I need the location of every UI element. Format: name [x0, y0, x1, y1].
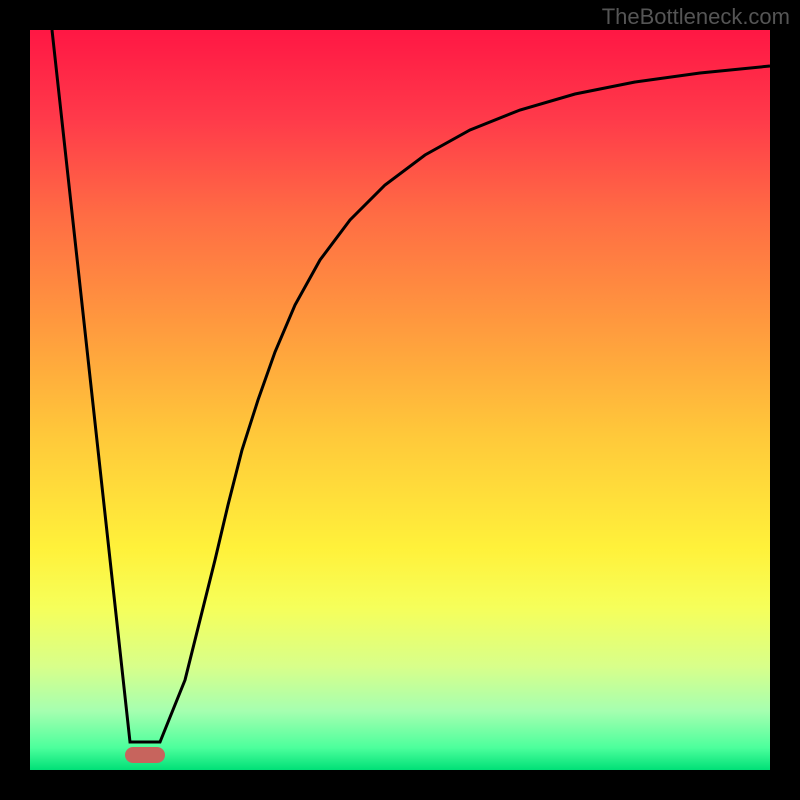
watermark-text: TheBottleneck.com — [602, 4, 790, 30]
optimal-marker — [125, 747, 165, 763]
bottleneck-chart — [0, 0, 800, 800]
gradient-background — [30, 30, 770, 770]
chart-container: TheBottleneck.com — [0, 0, 800, 800]
